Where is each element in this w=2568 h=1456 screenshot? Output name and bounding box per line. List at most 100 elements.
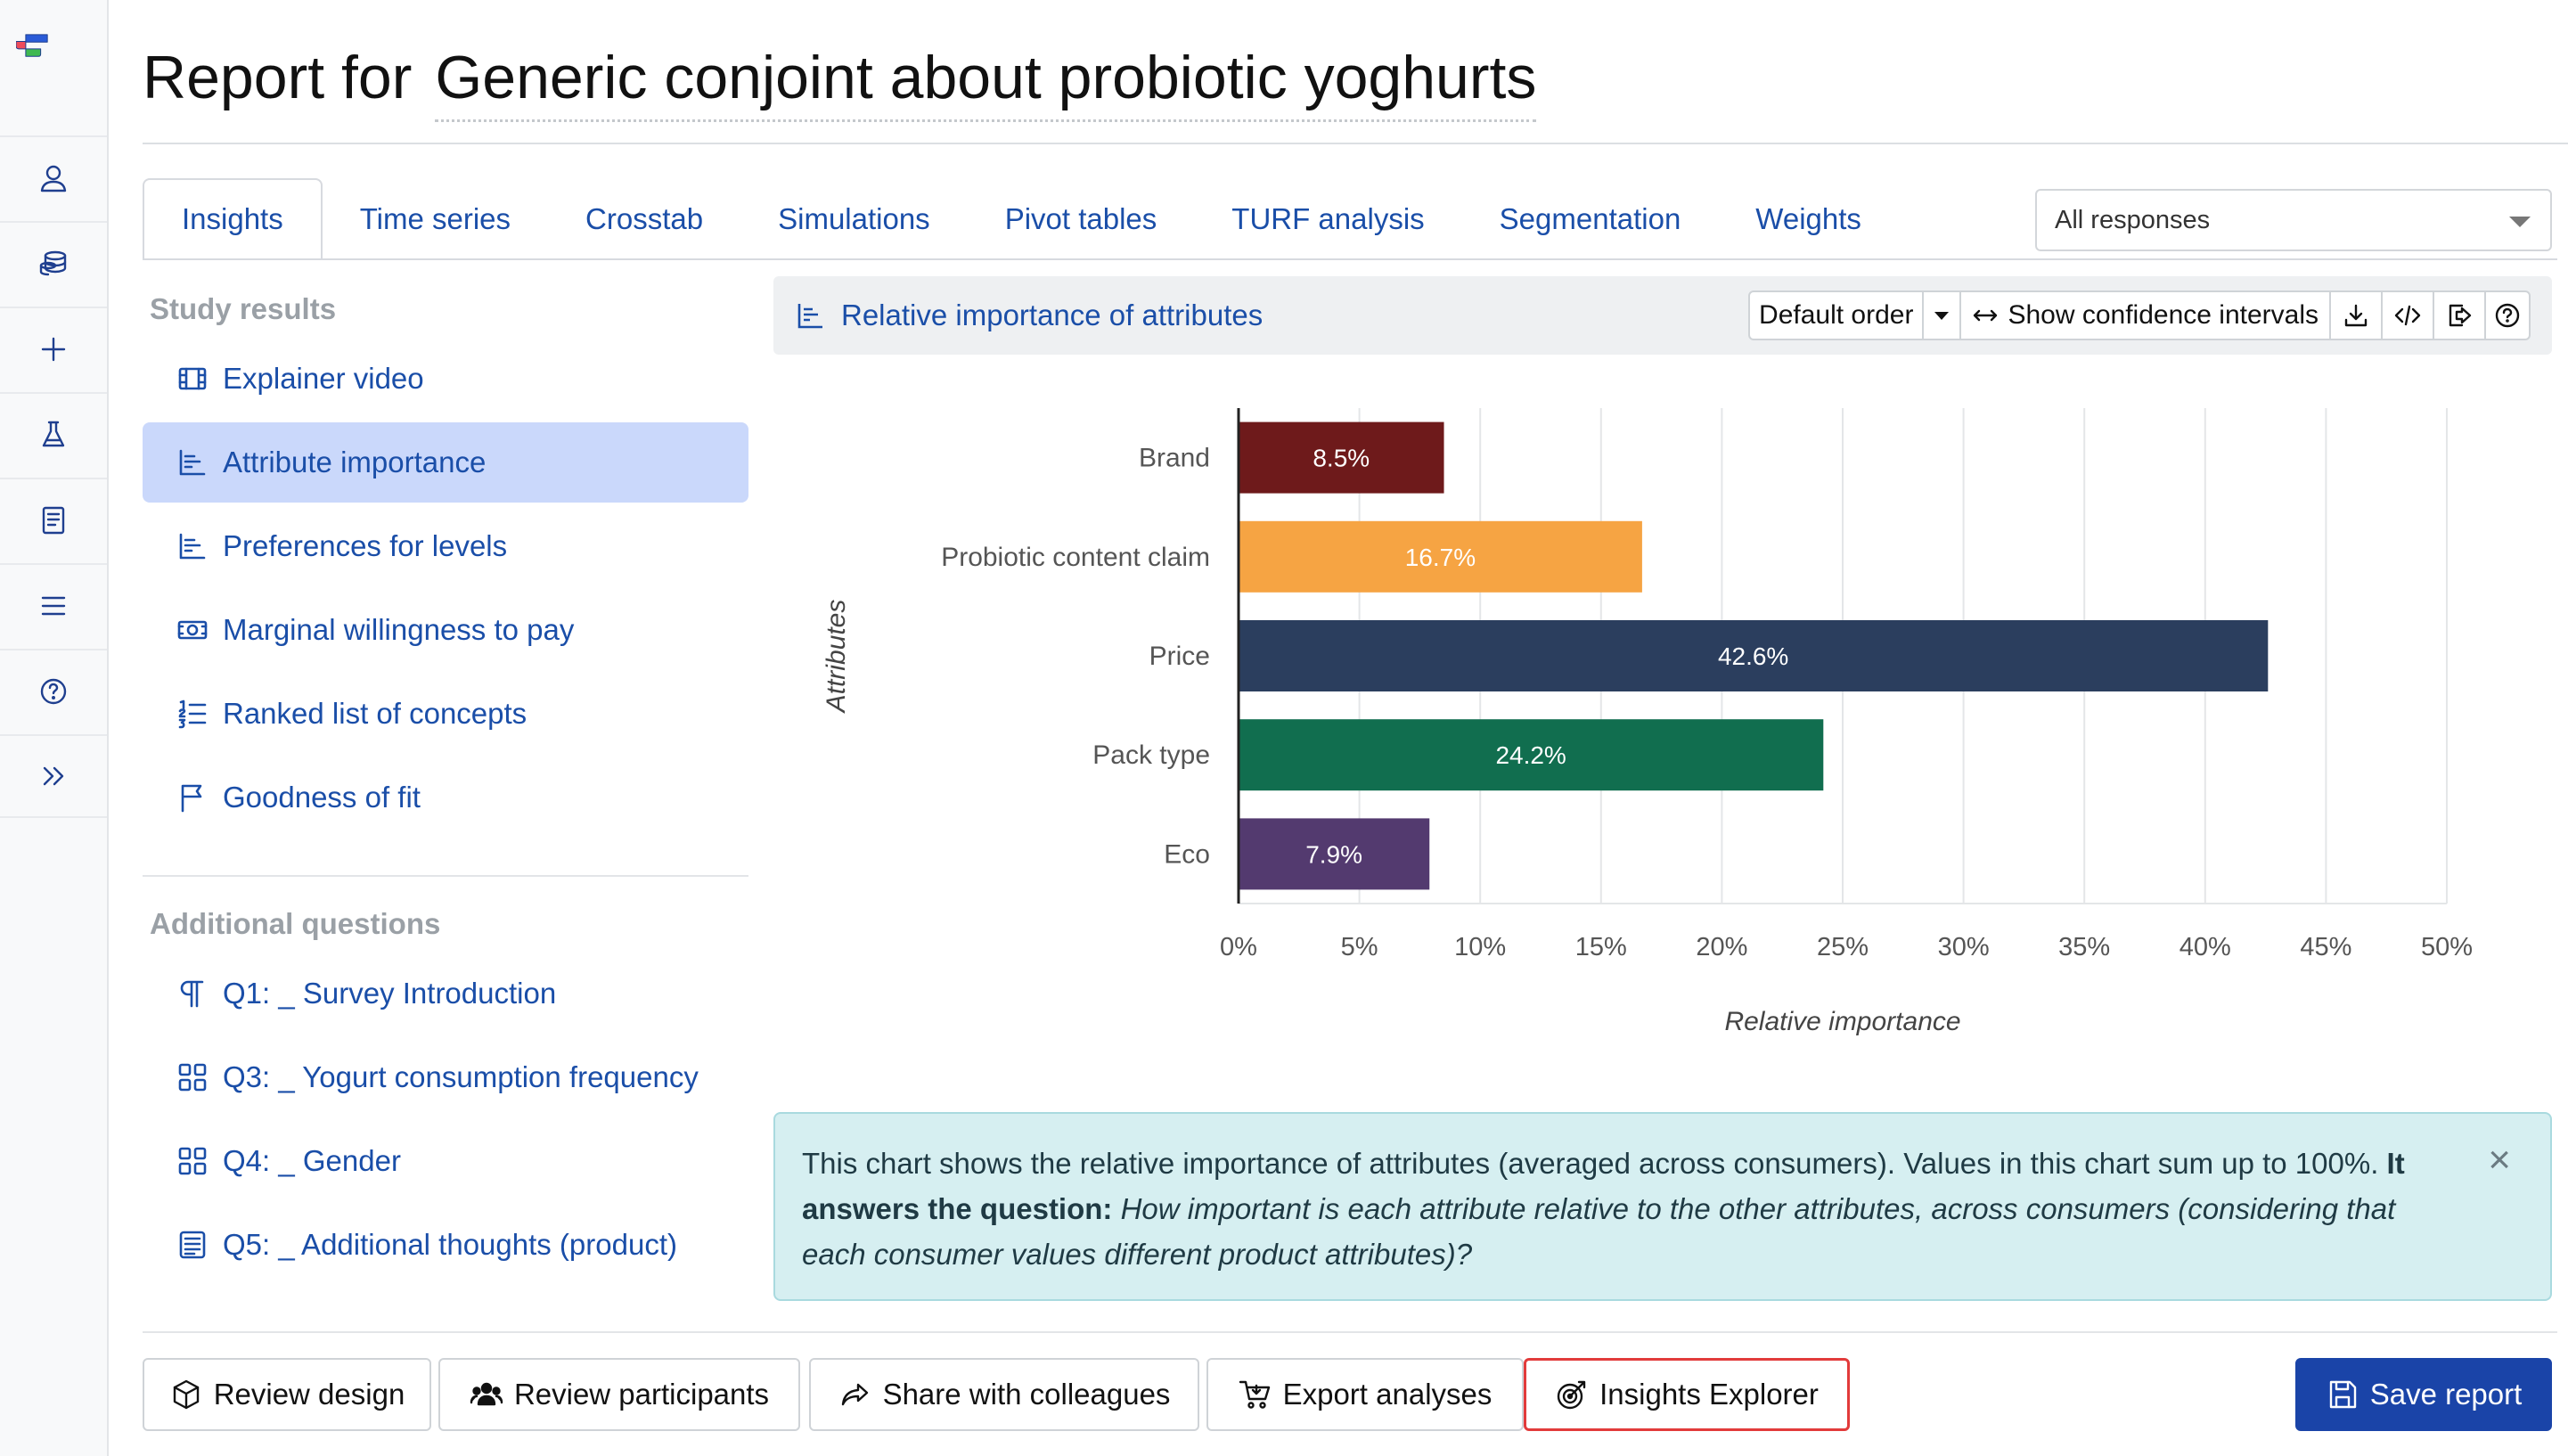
bar[interactable]: [1239, 620, 2269, 691]
chart-panel-title: Relative importance of attributes: [795, 276, 1263, 355]
notebook-icon: [42, 506, 65, 535]
sidebar-divider: [143, 875, 748, 877]
x-tick-label: 15%: [1575, 933, 1627, 961]
x-axis-label: Relative importance: [1724, 1007, 1960, 1036]
rail-add-button[interactable]: [0, 307, 107, 390]
sidebar-item-q4[interactable]: Q4: _ Gender: [143, 1121, 748, 1201]
x-tick-label: 45%: [2300, 933, 2351, 961]
chart-panel-title-text: Relative importance of attributes: [841, 299, 1264, 331]
bar[interactable]: [1239, 818, 1430, 890]
rail-flask-button[interactable]: [0, 392, 107, 476]
bar-value-label: 8.5%: [1313, 445, 1370, 472]
sidebar-item-attribute-importance[interactable]: Attribute importance: [143, 422, 748, 503]
sidebar-item-q3[interactable]: Q3: _ Yogurt consumption frequency: [143, 1037, 748, 1117]
order-select-label: Default order: [1759, 300, 1914, 330]
app-logo[interactable]: [15, 32, 93, 100]
x-tick-label: 40%: [2180, 933, 2231, 961]
bar-value-label: 42.6%: [1718, 642, 1788, 670]
chart-help-button[interactable]: [2486, 292, 2529, 339]
save-report-button[interactable]: Save report: [2295, 1358, 2552, 1431]
code-icon: [2394, 305, 2421, 326]
export-analyses-label: Export analyses: [1282, 1378, 1493, 1411]
study-results-heading: Study results: [150, 292, 337, 325]
insights-explorer-button[interactable]: Insights Explorer: [1524, 1358, 1850, 1431]
help-icon: [40, 678, 67, 705]
tab-time-series[interactable]: Time series: [359, 202, 511, 235]
tab-insights[interactable]: Insights: [143, 178, 323, 260]
rail-expand-button[interactable]: [0, 734, 107, 818]
close-icon[interactable]: ×: [2488, 1138, 2511, 1182]
user-icon: [40, 165, 67, 192]
order-select[interactable]: Default order: [1750, 292, 1925, 339]
rail-menu-button[interactable]: [0, 563, 107, 647]
category-label: Brand: [1139, 444, 1210, 473]
tab-weights[interactable]: Weights: [1755, 202, 1861, 235]
ranked-list-icon: [175, 696, 210, 732]
additional-questions-heading: Additional questions: [150, 907, 441, 940]
sidebar-item-q5[interactable]: Q5: _ Additional thoughts (product): [143, 1205, 748, 1285]
film-icon: [175, 361, 210, 397]
confidence-intervals-toggle[interactable]: Show confidence intervals: [1961, 292, 2331, 339]
rail-database-button[interactable]: [0, 221, 107, 305]
sidebar-item-explainer-video[interactable]: Explainer video: [143, 339, 748, 419]
sidebar-item-q1[interactable]: Q1: _ Survey Introduction: [143, 953, 748, 1034]
order-dropdown-button[interactable]: [1924, 292, 1962, 339]
explanation-bold: It answers the question:: [802, 1147, 2405, 1225]
tab-crosstab[interactable]: Crosstab: [585, 202, 704, 235]
rail-notebook-button[interactable]: [0, 478, 107, 561]
tabs-divider: [143, 258, 2557, 260]
x-tick-label: 0%: [1220, 933, 1257, 961]
review-participants-button[interactable]: Review participants: [438, 1358, 800, 1431]
download-button[interactable]: [2331, 292, 2383, 339]
sidebar-item-label: Q1: _ Survey Introduction: [223, 977, 557, 1010]
confidence-intervals-label: Show confidence intervals: [2008, 300, 2319, 330]
x-tick-label: 25%: [1817, 933, 1869, 961]
text-icon: [175, 1227, 210, 1263]
sidebar-item-label: Goodness of fit: [223, 781, 421, 814]
tab-segmentation[interactable]: Segmentation: [1499, 202, 1681, 235]
sidebar-item-label: Q3: _ Yogurt consumption frequency: [223, 1060, 699, 1093]
sidebar-item-ranked-list-of-concepts[interactable]: Ranked list of concepts: [143, 674, 748, 754]
save-report-label: Save report: [2369, 1378, 2523, 1411]
title-prefix: Report for: [143, 44, 413, 111]
bar[interactable]: [1239, 421, 1444, 494]
rail-help-button[interactable]: [0, 649, 107, 732]
expand-icon: [43, 766, 64, 786]
arrows-horizontal-icon: [1974, 309, 1998, 322]
category-label: Probiotic content claim: [941, 543, 1210, 572]
help-icon: [2495, 303, 2520, 328]
bar[interactable]: [1239, 719, 1824, 791]
sidebar-item-goodness-of-fit[interactable]: Goodness of fit: [143, 757, 748, 838]
x-tick-label: 5%: [1341, 933, 1378, 961]
flag-icon: [175, 780, 210, 815]
tab-simulations[interactable]: Simulations: [778, 202, 930, 235]
tab-pivot-tables[interactable]: Pivot tables: [1004, 202, 1157, 235]
chevron-down-icon: [2509, 217, 2531, 227]
export-analyses-button[interactable]: Export analyses: [1206, 1358, 1524, 1431]
responses-select[interactable]: All responses: [2035, 189, 2552, 251]
sidebar-item-preferences-for-levels[interactable]: Preferences for levels: [143, 506, 748, 586]
users-icon: [470, 1382, 503, 1406]
embed-code-button[interactable]: [2383, 292, 2434, 339]
study-name[interactable]: Generic conjoint about probiotic yoghurt…: [435, 43, 1537, 122]
rail-user-button[interactable]: [0, 135, 107, 219]
database-icon: [39, 250, 67, 276]
export-button[interactable]: [2434, 292, 2486, 339]
header-divider: [143, 143, 2568, 144]
bar[interactable]: [1239, 520, 1642, 593]
share-button[interactable]: Share with colleagues: [809, 1358, 1199, 1431]
chart-panel-header: Relative importance of attributes Defaul…: [773, 276, 2552, 355]
money-icon: [175, 612, 210, 648]
menu-icon: [41, 596, 66, 616]
bar-value-label: 7.9%: [1305, 840, 1362, 868]
explanation-text: This chart shows the relative importance…: [802, 1147, 2379, 1180]
export-icon: [2449, 304, 2472, 327]
category-label: Eco: [1164, 839, 1210, 869]
report-tabs: Insights Time series Crosstab Simulation…: [143, 178, 1899, 260]
share-label: Share with colleagues: [882, 1378, 1171, 1411]
grid-icon: [175, 1059, 210, 1095]
sidebar-item-marginal-willingness-to-pay[interactable]: Marginal willingness to pay: [143, 590, 748, 670]
review-design-button[interactable]: Review design: [143, 1358, 431, 1431]
target-icon: [1557, 1380, 1586, 1410]
tab-turf-analysis[interactable]: TURF analysis: [1231, 202, 1425, 235]
